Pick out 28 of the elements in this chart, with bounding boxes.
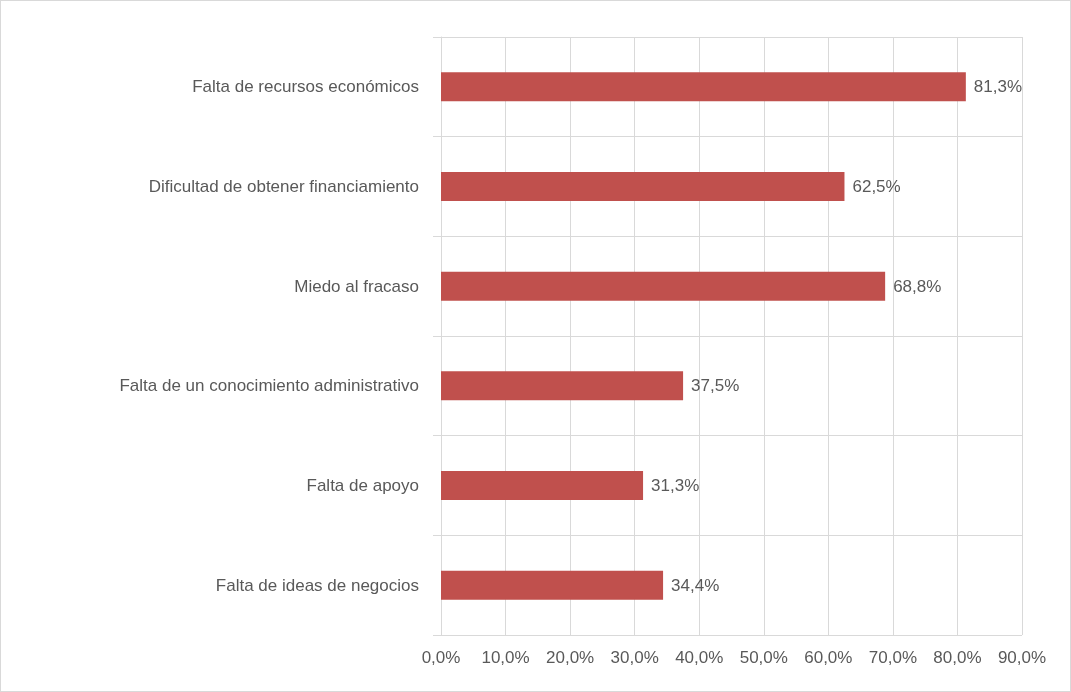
- y-tick-label: Falta de un conocimiento administrativo: [119, 376, 419, 396]
- x-tick-label: 20,0%: [546, 648, 595, 667]
- data-label: 81,3%: [973, 77, 1023, 97]
- bar: [441, 371, 684, 401]
- bar: [441, 72, 966, 102]
- x-tick-label: 70,0%: [868, 648, 917, 667]
- bar: [441, 172, 845, 201]
- x-tick-label: 90,0%: [997, 648, 1047, 667]
- data-label: 31,3%: [651, 476, 700, 495]
- bar: [441, 471, 644, 500]
- bar: [441, 570, 664, 600]
- x-tick-label: 0,0%: [421, 648, 461, 667]
- y-tick-label: Dificultad de obtener financiamiento: [148, 177, 419, 196]
- data-label: 68,8%: [893, 276, 942, 296]
- bar: [441, 271, 886, 301]
- y-tick-label: Falta de apoyo: [306, 476, 419, 495]
- y-tick-label: Falta de recursos económicos: [192, 77, 419, 97]
- y-tick-label: Miedo al fracaso: [294, 276, 419, 296]
- x-tick-label: 30,0%: [610, 648, 659, 667]
- x-tick-label: 40,0%: [675, 648, 724, 667]
- x-tick-label: 10,0%: [481, 648, 530, 667]
- data-label: 34,4%: [671, 575, 720, 595]
- x-tick-label: 50,0%: [739, 648, 788, 667]
- data-label: 62,5%: [852, 177, 901, 196]
- data-label: 37,5%: [691, 376, 740, 396]
- x-tick-label: 80,0%: [933, 648, 982, 667]
- x-tick-label: 60,0%: [804, 648, 853, 667]
- y-tick-label: Falta de ideas de negocios: [215, 575, 419, 595]
